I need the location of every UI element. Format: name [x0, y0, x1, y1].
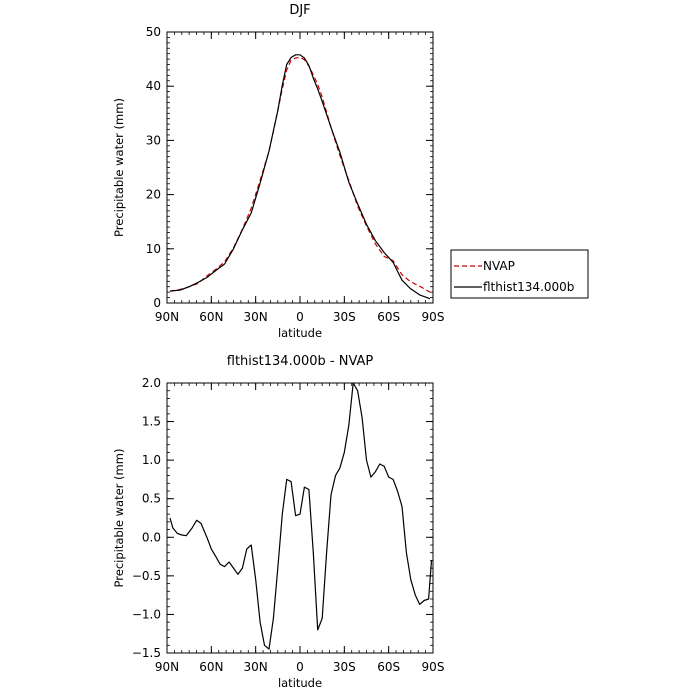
bottom-x-tick-label: 90S — [422, 660, 445, 674]
bottom-x-tick-label: 30S — [333, 660, 356, 674]
bottom-x-tick-label: 30N — [244, 660, 268, 674]
top-series-line-1 — [169, 54, 431, 300]
top-x-tick-label: 90N — [155, 310, 179, 324]
bottom-x-tick-label: 60S — [377, 660, 400, 674]
top-x-tick-label: 90S — [422, 310, 445, 324]
bottom-plot-frame — [166, 382, 434, 654]
chart-bottom-title: flthist134.000b - NVAP — [227, 354, 374, 369]
top-y-tick-label: 10 — [146, 242, 161, 256]
bottom-y-tick-label: 1.5 — [142, 415, 161, 429]
chart-legend: NVAP flthist134.000b — [450, 249, 589, 299]
chart-top-xlabel: latitude — [278, 326, 322, 340]
legend-label-flthist: flthist134.000b — [483, 280, 574, 294]
top-y-tick-label: 0 — [153, 296, 161, 310]
top-y-tick-label: 20 — [146, 188, 161, 202]
bottom-x-tick-label: 60N — [199, 660, 223, 674]
top-y-tick-label: 50 — [146, 25, 161, 39]
legend-label-nvap: NVAP — [483, 259, 515, 273]
top-x-tick-label: 30S — [333, 310, 356, 324]
chart-bottom-panel: flthist134.000b - NVAP Precipitable wate… — [112, 354, 444, 690]
chart-bottom-xlabel: latitude — [278, 676, 322, 690]
top-x-tick-label: 60S — [377, 310, 400, 324]
bottom-y-tick-label: −1.0 — [132, 607, 161, 621]
top-y-tick-label: 40 — [146, 79, 161, 93]
bottom-y-tick-label: 0.5 — [142, 492, 161, 506]
bottom-y-tick-label: 2.0 — [142, 376, 161, 390]
bottom-x-tick-label: 0 — [296, 660, 304, 674]
bottom-x-tick-label: 90N — [155, 660, 179, 674]
top-y-tick-label: 30 — [146, 133, 161, 147]
top-series-line-0 — [169, 56, 431, 293]
top-x-tick-label: 30N — [244, 310, 268, 324]
bottom-y-tick-label: −0.5 — [132, 569, 161, 583]
top-x-tick-label: 0 — [296, 310, 304, 324]
bottom-series-line-0 — [169, 382, 433, 650]
chart-top-title: DJF — [289, 3, 310, 18]
chart-top-ylabel: Precipitable water (mm) — [112, 98, 126, 237]
chart-bottom-ylabel: Precipitable water (mm) — [112, 449, 126, 588]
bottom-y-tick-label: −1.5 — [132, 646, 161, 660]
chart-top-panel: DJF Precipitable water (mm) latitude 0 10… — [112, 3, 444, 340]
bottom-y-tick-label: 1.0 — [142, 453, 161, 467]
top-x-tick-label: 60N — [199, 310, 223, 324]
bottom-y-tick-label: 0.0 — [142, 530, 161, 544]
legend-box — [450, 249, 589, 299]
